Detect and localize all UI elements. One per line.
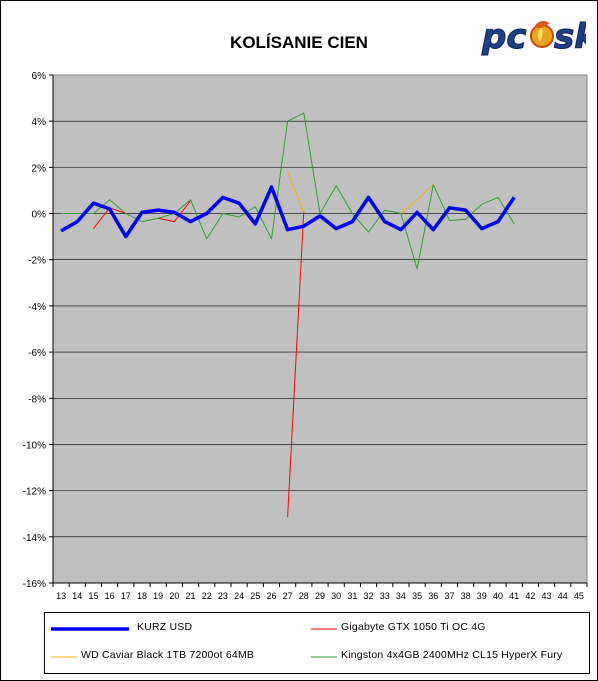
x-tick-label: 43 <box>542 591 552 601</box>
x-tick-label: 33 <box>380 591 390 601</box>
x-tick-label: 19 <box>153 591 163 601</box>
y-tick-label: -12% <box>23 487 46 498</box>
svg-text:pc: pc <box>481 17 527 57</box>
legend-label: KURZ USD <box>137 621 193 633</box>
x-tick-label: 34 <box>396 591 406 601</box>
x-tick-label: 28 <box>299 591 309 601</box>
x-tick-label: 15 <box>88 591 98 601</box>
x-tick-label: 20 <box>169 591 179 601</box>
y-tick-label: 6% <box>32 71 47 82</box>
x-tick-label: 44 <box>558 591 568 601</box>
y-tick-label: -16% <box>23 579 46 590</box>
legend-label: WD Caviar Black 1TB 7200ot 64MB <box>81 649 255 661</box>
x-tick-label: 30 <box>331 591 341 601</box>
x-tick-label: 23 <box>218 591 228 601</box>
y-tick-label: 2% <box>32 163 47 174</box>
x-tick-label: 24 <box>234 591 244 601</box>
series-line-kurz-usd <box>60 185 516 239</box>
x-tick-label: 22 <box>202 591 212 601</box>
series-line-wd-caviar-black-1tb-7200ot-64mb <box>287 171 305 213</box>
x-tick-label: 17 <box>121 591 131 601</box>
series-line-wd-caviar-black-1tb-7200ot-64mb <box>400 184 434 214</box>
x-tick-label: 18 <box>137 591 147 601</box>
x-tick-label: 42 <box>525 591 535 601</box>
x-tick-label: 26 <box>266 591 276 601</box>
chart-legend: KURZ USD Gigabyte GTX 1050 Ti OC 4G WD C… <box>44 612 590 674</box>
y-tick-label: 0% <box>32 210 47 221</box>
y-tick-label: -8% <box>28 394 46 405</box>
x-tick-label: 21 <box>186 591 196 601</box>
x-tick-label: 36 <box>428 591 438 601</box>
y-tick-label: -10% <box>23 440 46 451</box>
x-tick-label: 40 <box>493 591 503 601</box>
x-tick-label: 41 <box>509 591 519 601</box>
x-tick-label: 25 <box>250 591 260 601</box>
x-tick-label: 13 <box>56 591 66 601</box>
series-line-gigabyte-gtx-1050-ti-oc-4g <box>287 211 305 518</box>
x-tick-label: 27 <box>283 591 293 601</box>
x-tick-label: 29 <box>315 591 325 601</box>
x-tick-label: 16 <box>105 591 115 601</box>
x-tick-label: 39 <box>477 591 487 601</box>
x-tick-label: 45 <box>574 591 584 601</box>
legend-label: Gigabyte GTX 1050 Ti OC 4G <box>341 621 486 633</box>
y-tick-label: -2% <box>28 256 46 267</box>
x-tick-label: 32 <box>364 591 374 601</box>
y-tick-label: -6% <box>28 348 46 359</box>
x-tick-label: 31 <box>347 591 357 601</box>
plot-area <box>52 74 588 584</box>
chart-title: KOLÍSANIE CIEN <box>230 33 368 52</box>
y-tick-label: -14% <box>23 533 46 544</box>
x-tick-label: 37 <box>444 591 454 601</box>
y-tick-label: 4% <box>32 117 47 128</box>
x-tick-label: 38 <box>461 591 471 601</box>
x-tick-label: 35 <box>412 591 422 601</box>
legend-label: Kingston 4x4GB 2400MHz CL15 HyperX Fury <box>341 649 563 661</box>
x-tick-label: 14 <box>72 591 82 601</box>
series-line-gigabyte-gtx-1050-ti-oc-4g <box>158 200 191 223</box>
y-tick-label: -4% <box>28 302 46 313</box>
flame-icon <box>530 21 554 48</box>
